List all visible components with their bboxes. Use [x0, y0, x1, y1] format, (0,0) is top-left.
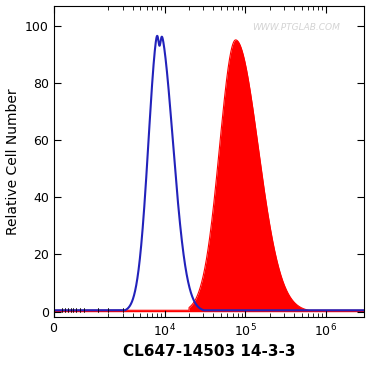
- X-axis label: CL647-14503 14-3-3: CL647-14503 14-3-3: [123, 345, 295, 360]
- Text: WWW.PTGLAB.COM: WWW.PTGLAB.COM: [252, 23, 340, 32]
- Y-axis label: Relative Cell Number: Relative Cell Number: [6, 88, 20, 235]
